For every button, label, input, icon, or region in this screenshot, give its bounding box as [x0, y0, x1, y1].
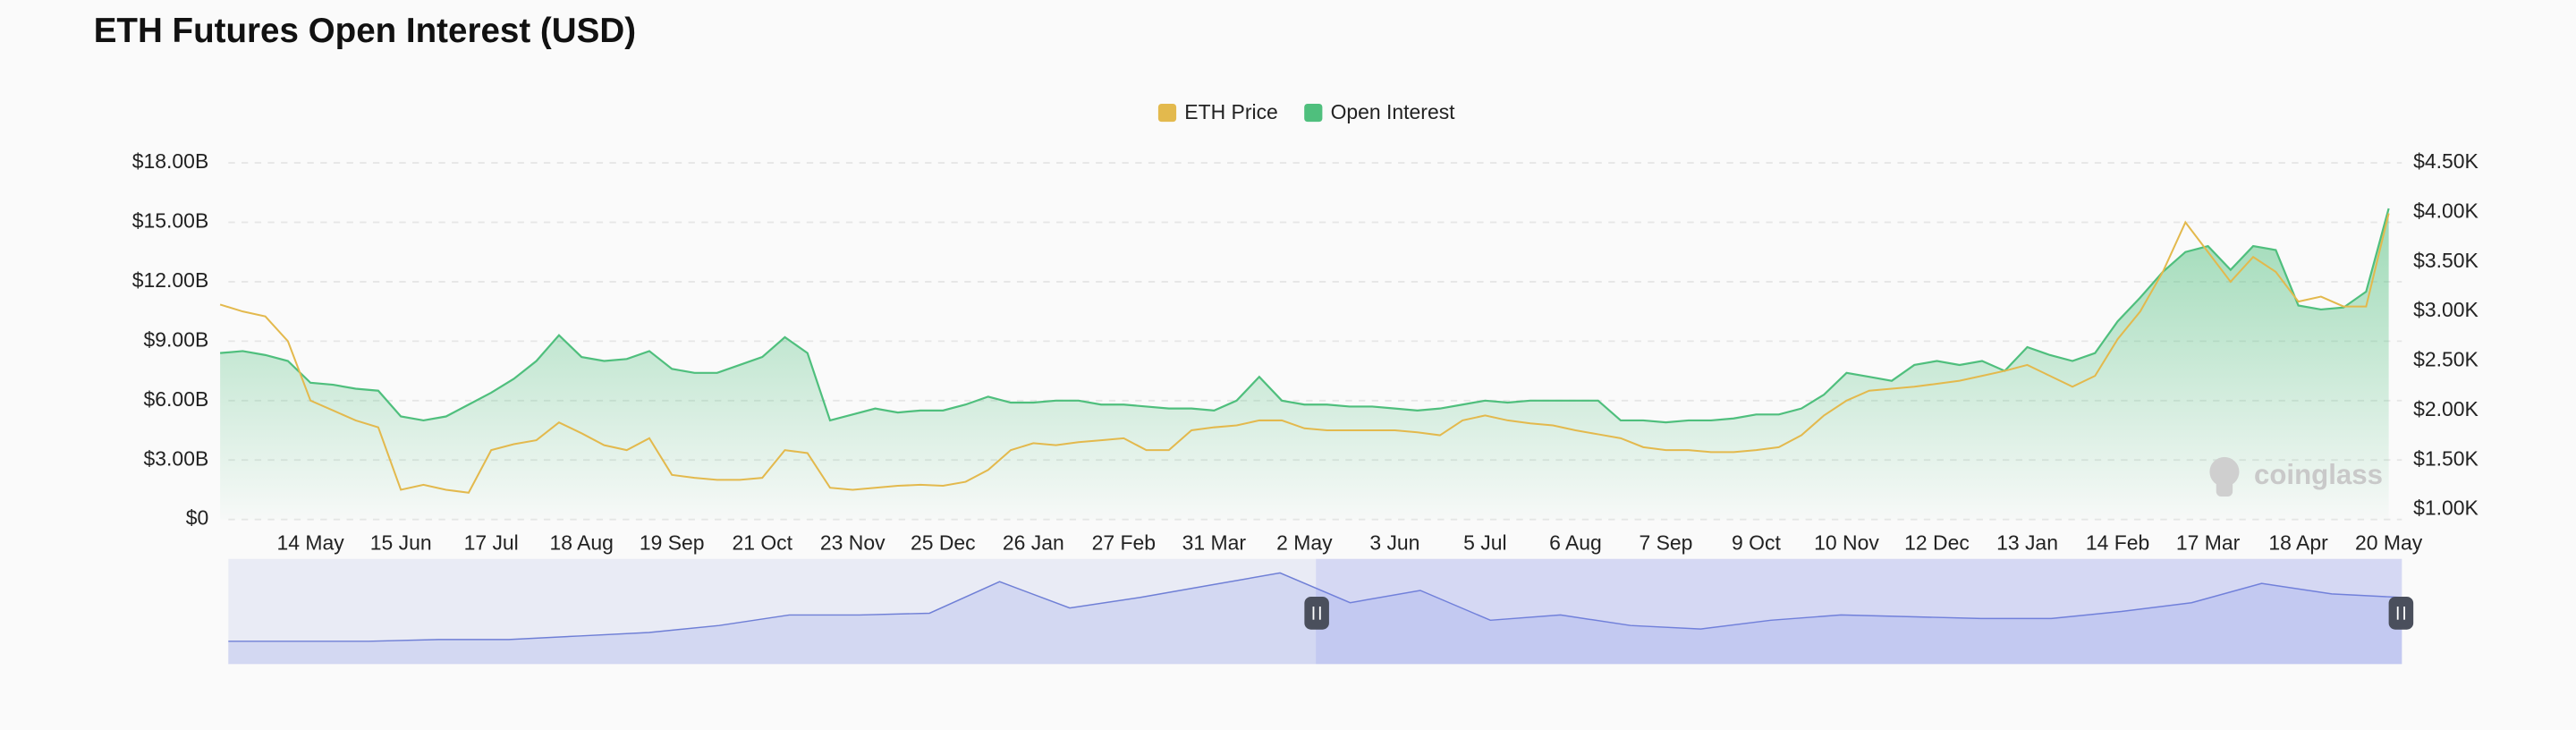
watermark-logo [2209, 456, 2240, 497]
x-tick-label: 20 May [2355, 531, 2423, 554]
plot: $0 $3.00B $6.00B $9.00B $12.00B $15.00B $18.00… [132, 149, 2479, 554]
x-tick-label: 18 Apr [2268, 531, 2328, 554]
navigator-selection[interactable] [1316, 558, 2402, 665]
navigator-handle-left[interactable] [1304, 596, 1329, 630]
x-tick-label: 14 Feb [2086, 531, 2149, 554]
y2-tick-label: $4.00K [2413, 199, 2479, 223]
y2-tick-label: $4.50K [2413, 149, 2479, 173]
x-tick-label: 27 Feb [1092, 531, 1156, 554]
x-tick-label: 13 Jan [1996, 531, 2058, 554]
y2-tick-label: $1.50K [2413, 446, 2479, 470]
series-line [220, 208, 2390, 424]
x-tick-label: 26 Jan [1003, 531, 1064, 554]
y-tick-label: $3.00B [144, 446, 209, 470]
x-tick-label: 2 May [1276, 531, 1333, 554]
y-tick-label: $12.00B [132, 268, 208, 292]
series-line [219, 213, 2390, 494]
y2-tick-label: $2.00K [2413, 397, 2479, 420]
watermark: coinglass [2254, 459, 2383, 490]
y-tick-label: $0 [186, 506, 209, 530]
x-tick-label: 21 Oct [732, 531, 792, 554]
legend-swatch [1304, 103, 1323, 123]
area [220, 208, 2389, 520]
y2-tick-label: $3.50K [2413, 249, 2479, 272]
x-tick-label: 12 Dec [1904, 531, 1970, 554]
y2-tick-label: $3.00K [2413, 298, 2479, 321]
legend-swatch [1157, 103, 1177, 123]
x-tick-label: 17 Jul [464, 531, 519, 554]
navigator-handle-right[interactable] [2388, 596, 2414, 630]
y2-tick-label: $1.00K [2413, 497, 2479, 520]
x-tick-label: 6 Aug [1549, 531, 1602, 554]
chart-title: ETH Futures Open Interest (USD) [94, 12, 636, 50]
legend-label: ETH Price [1184, 100, 1278, 123]
legend[interactable]: ETH Price Open Interest [1157, 100, 1456, 123]
legend-label: Open Interest [1331, 100, 1456, 123]
x-tick-label: 9 Oct [1732, 531, 1781, 554]
x-tick-label: 3 Jun [1369, 531, 1419, 554]
y-tick-label: $6.00B [144, 387, 209, 411]
x-tick-label: 5 Jul [1463, 531, 1506, 554]
x-tick-label: 15 Jun [370, 531, 432, 554]
y-tick-label: $15.00B [132, 209, 208, 233]
x-tick-label: 25 Dec [911, 531, 976, 554]
x-tick-label: 23 Nov [820, 531, 886, 554]
x-tick-label: 17 Mar [2176, 531, 2241, 554]
y-tick-label: $9.00B [144, 327, 209, 351]
x-tick-label: 14 May [277, 531, 345, 554]
x-tick-label: 18 Aug [549, 531, 613, 554]
x-tick-label: 31 Mar [1182, 531, 1247, 554]
navigator-line [228, 572, 2402, 642]
y-tick-label: $18.00B [132, 149, 208, 173]
y2-tick-label: $2.50K [2413, 348, 2479, 371]
x-tick-label: 7 Sep [1639, 531, 1692, 554]
x-tick-label: 10 Nov [1814, 531, 1879, 554]
x-tick-label: 19 Sep [640, 531, 705, 554]
